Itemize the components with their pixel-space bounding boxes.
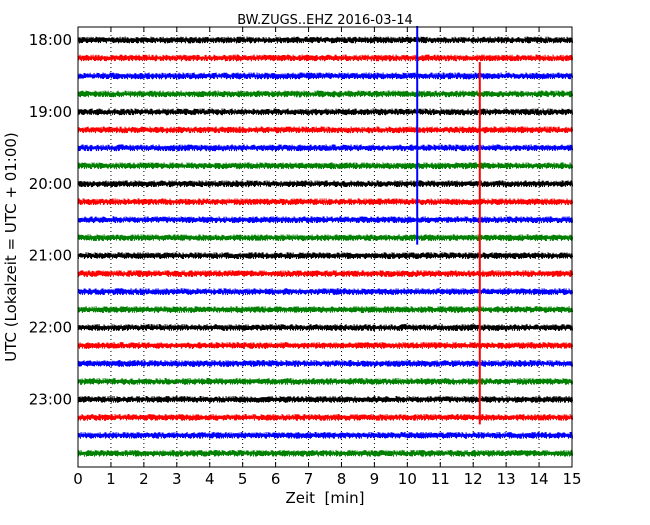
x-tick-label: 10 bbox=[398, 470, 417, 488]
trace-line bbox=[77, 108, 574, 116]
trace-line bbox=[77, 431, 574, 439]
trace-line bbox=[77, 180, 574, 188]
trace-line bbox=[77, 54, 574, 62]
x-axis-label: Zeit [min] bbox=[285, 489, 364, 507]
x-tick-label: 0 bbox=[73, 470, 83, 488]
trace-layer bbox=[77, 36, 574, 457]
trace-line bbox=[77, 342, 574, 349]
event-layer bbox=[416, 26, 481, 425]
y-tick-label: 18:00 bbox=[29, 31, 72, 49]
x-tick-label: 2 bbox=[139, 470, 149, 488]
trace-line bbox=[77, 360, 574, 367]
y-tick-label: 22:00 bbox=[29, 319, 72, 337]
x-tick-label: 13 bbox=[497, 470, 516, 488]
trace-line bbox=[77, 288, 574, 296]
x-tick-label: 8 bbox=[337, 470, 347, 488]
x-tick-label: 3 bbox=[172, 470, 182, 488]
trace-line bbox=[77, 126, 574, 134]
trace-line bbox=[77, 449, 574, 457]
x-tick-label: 14 bbox=[530, 470, 549, 488]
trace-line bbox=[77, 377, 574, 385]
x-tick-label: 11 bbox=[431, 470, 450, 488]
x-tick-label: 5 bbox=[238, 470, 248, 488]
trace-line bbox=[77, 413, 574, 421]
trace-line bbox=[77, 324, 574, 331]
trace-line bbox=[77, 395, 574, 403]
x-tick-label: 7 bbox=[304, 470, 314, 488]
trace-line bbox=[77, 72, 574, 80]
grid-layer bbox=[110, 27, 540, 467]
trace-line bbox=[77, 216, 574, 224]
trace-line bbox=[77, 90, 574, 98]
tick-layer: 0 1 2 3 4 5 6 7 8 9 10 11 12 13 14 1518:0019:0020:0021:… bbox=[29, 27, 582, 488]
y-axis-label: UTC (Lokalzeit = UTC + 01:00) bbox=[2, 132, 20, 362]
y-tick-label: 21:00 bbox=[29, 247, 72, 265]
x-tick-label: 9 bbox=[370, 470, 380, 488]
trace-line bbox=[77, 198, 574, 206]
x-tick-label: 1 bbox=[106, 470, 116, 488]
x-tick-label: 15 bbox=[562, 470, 581, 488]
trace-line bbox=[77, 234, 574, 242]
y-tick-label: 23:00 bbox=[29, 390, 72, 408]
x-tick-label: 12 bbox=[464, 470, 483, 488]
x-tick-label: 6 bbox=[271, 470, 281, 488]
trace-line bbox=[77, 144, 574, 152]
x-tick-label: 4 bbox=[205, 470, 215, 488]
y-tick-label: 19:00 bbox=[29, 103, 72, 121]
trace-line bbox=[77, 162, 574, 170]
chart-title: BW.ZUGS..EHZ 2016-03-14 bbox=[237, 13, 413, 28]
plot-frame bbox=[77, 26, 573, 468]
trace-line bbox=[77, 252, 574, 260]
trace-line bbox=[77, 36, 574, 44]
trace-line bbox=[77, 270, 574, 278]
y-tick-label: 20:00 bbox=[29, 175, 72, 193]
trace-line bbox=[77, 306, 574, 313]
